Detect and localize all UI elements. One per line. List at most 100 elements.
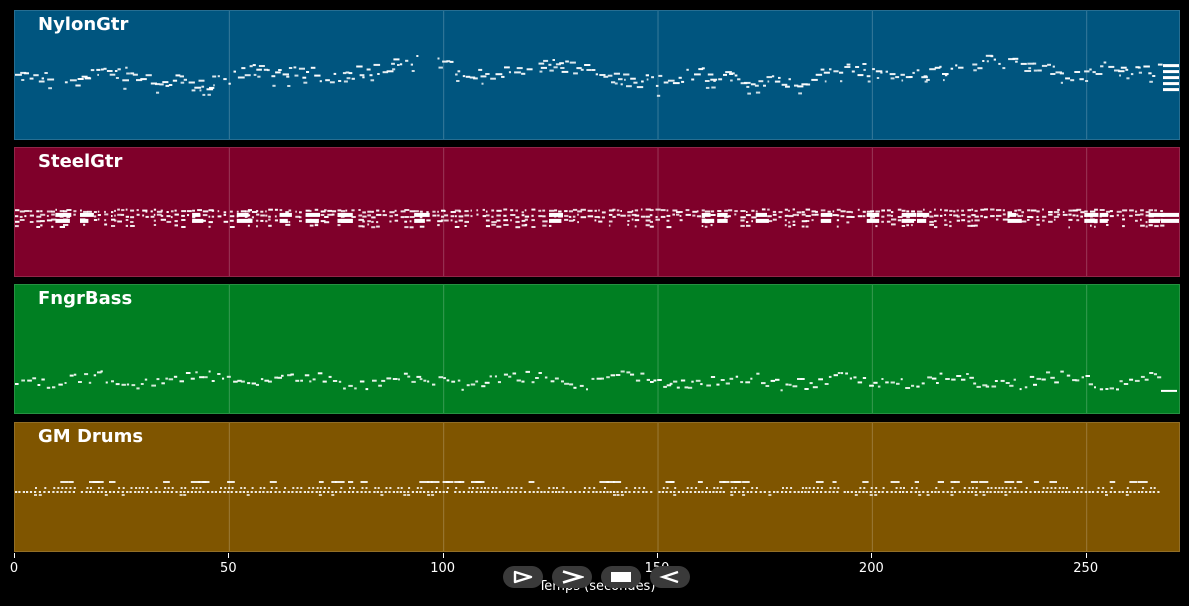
note bbox=[312, 487, 315, 489]
note bbox=[1157, 491, 1160, 493]
note bbox=[672, 209, 678, 212]
note bbox=[298, 67, 305, 70]
note bbox=[631, 213, 637, 216]
note bbox=[540, 66, 547, 69]
note bbox=[426, 219, 431, 222]
note bbox=[737, 78, 741, 81]
note bbox=[268, 380, 272, 383]
note bbox=[640, 208, 643, 211]
note bbox=[1077, 487, 1080, 489]
note bbox=[679, 215, 682, 217]
note bbox=[710, 224, 713, 227]
note bbox=[251, 487, 254, 489]
note bbox=[704, 221, 710, 224]
note bbox=[836, 208, 841, 211]
note bbox=[510, 214, 516, 216]
note bbox=[514, 491, 517, 493]
back-button[interactable] bbox=[650, 566, 690, 588]
stop-button[interactable] bbox=[601, 566, 641, 588]
note bbox=[87, 76, 91, 79]
note bbox=[217, 210, 220, 213]
note bbox=[728, 215, 731, 218]
note bbox=[419, 219, 423, 222]
note-roll bbox=[15, 148, 1179, 276]
note bbox=[451, 380, 456, 383]
note bbox=[934, 491, 937, 493]
note bbox=[645, 224, 650, 227]
note bbox=[993, 58, 996, 61]
note bbox=[130, 225, 135, 227]
note bbox=[608, 220, 613, 223]
note bbox=[832, 491, 835, 493]
track-lane-fngrbass: FngrBass bbox=[14, 284, 1180, 414]
note bbox=[160, 209, 163, 212]
note bbox=[554, 377, 559, 380]
note bbox=[132, 73, 138, 76]
note bbox=[1076, 491, 1079, 493]
note bbox=[1123, 383, 1129, 385]
note bbox=[1041, 491, 1044, 493]
note bbox=[416, 375, 422, 378]
note bbox=[1133, 491, 1136, 493]
note bbox=[728, 209, 733, 212]
note bbox=[911, 210, 915, 213]
note bbox=[1046, 487, 1049, 489]
note bbox=[345, 71, 350, 74]
note bbox=[1061, 491, 1064, 493]
note bbox=[772, 210, 777, 213]
forward-button[interactable] bbox=[552, 566, 592, 588]
note bbox=[962, 491, 965, 493]
note bbox=[365, 388, 369, 391]
note bbox=[46, 210, 53, 213]
note bbox=[208, 221, 213, 224]
note bbox=[755, 91, 761, 94]
play-button[interactable] bbox=[503, 566, 543, 588]
note bbox=[1054, 487, 1057, 489]
note bbox=[36, 226, 41, 228]
note bbox=[1153, 487, 1156, 489]
note bbox=[1084, 70, 1090, 73]
note bbox=[458, 210, 462, 213]
note bbox=[1002, 218, 1009, 221]
note bbox=[414, 218, 425, 223]
note bbox=[187, 491, 190, 493]
note bbox=[661, 491, 664, 493]
note bbox=[975, 487, 978, 489]
note bbox=[207, 93, 211, 96]
note bbox=[63, 218, 69, 221]
note bbox=[287, 374, 292, 377]
note bbox=[967, 491, 970, 493]
note bbox=[862, 491, 865, 493]
note bbox=[93, 215, 97, 218]
note bbox=[1105, 494, 1108, 496]
note bbox=[171, 487, 174, 489]
note bbox=[690, 487, 693, 489]
note bbox=[329, 81, 335, 84]
note bbox=[674, 487, 677, 489]
note bbox=[970, 491, 974, 493]
note bbox=[1029, 375, 1035, 378]
note bbox=[604, 487, 606, 489]
note bbox=[894, 491, 897, 493]
note bbox=[252, 64, 256, 67]
note bbox=[832, 214, 838, 217]
note bbox=[121, 213, 125, 216]
note bbox=[1060, 370, 1064, 373]
note bbox=[29, 210, 33, 213]
note bbox=[685, 209, 690, 212]
note bbox=[15, 491, 18, 493]
note bbox=[134, 491, 137, 493]
note bbox=[544, 376, 548, 379]
note bbox=[306, 71, 310, 73]
note bbox=[1145, 491, 1148, 493]
note bbox=[625, 487, 628, 489]
note bbox=[1068, 491, 1071, 493]
note bbox=[1009, 487, 1012, 489]
note bbox=[331, 481, 337, 483]
note bbox=[1013, 378, 1016, 381]
note bbox=[1154, 214, 1157, 217]
note bbox=[198, 491, 201, 493]
note bbox=[572, 215, 576, 218]
note bbox=[587, 215, 594, 218]
note bbox=[706, 384, 711, 387]
